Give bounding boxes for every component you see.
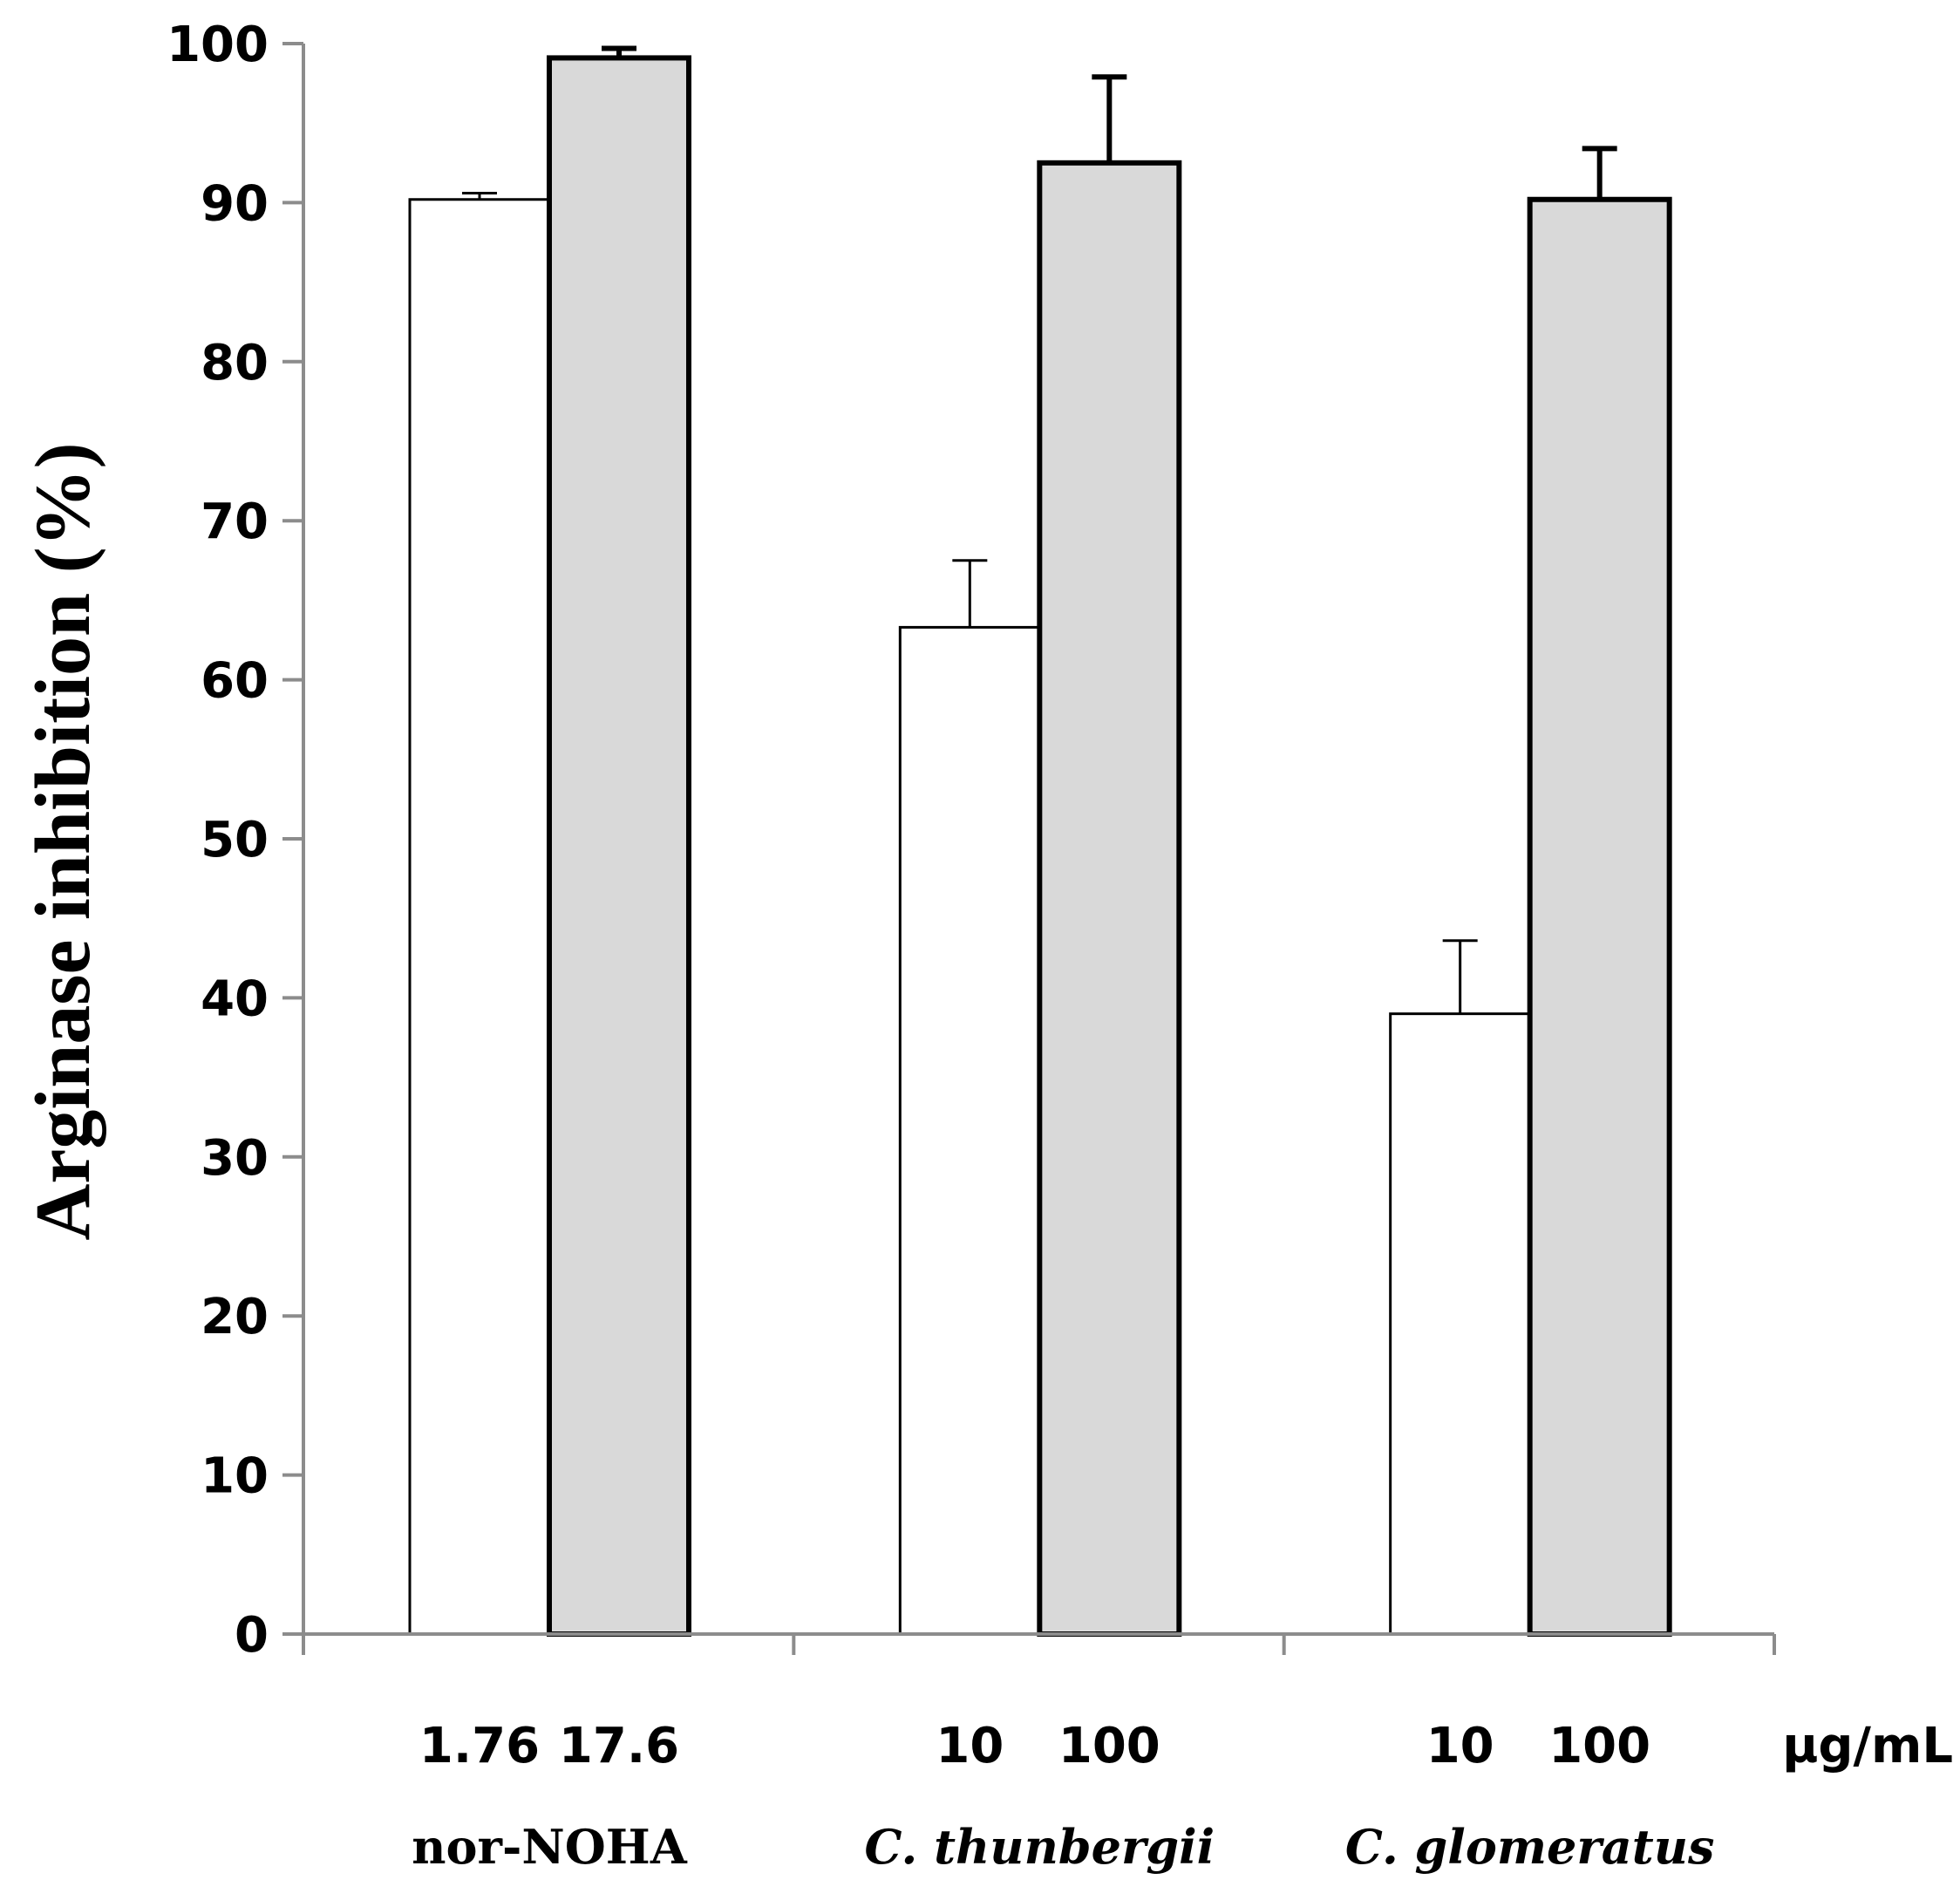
y-tick-label-40: 40	[201, 970, 269, 1027]
unit-label: µg/mL	[1782, 1718, 1953, 1774]
y-tick-label-60: 60	[201, 653, 269, 710]
y-tick-label-30: 30	[201, 1130, 269, 1187]
bar-1-1	[1037, 160, 1182, 1637]
y-tick-label-100: 100	[167, 17, 269, 73]
y-tick-label-70: 70	[201, 494, 269, 550]
dose-label-2-1: 100	[1548, 1718, 1650, 1774]
y-tick-label-10: 10	[201, 1448, 269, 1505]
dose-label-0-1: 17.6	[559, 1718, 679, 1774]
y-tick-label-0: 0	[235, 1607, 269, 1664]
bar-1-0	[898, 625, 1041, 1636]
bar-2-0	[1389, 1012, 1532, 1636]
y-axis-title: Arginase inhibition (%)	[20, 442, 106, 1240]
group-label-1: C. thunbergii	[864, 1819, 1215, 1875]
y-tick-label-50: 50	[201, 812, 269, 868]
y-tick-label-80: 80	[201, 335, 269, 392]
group-label-2: C. glomeratus	[1345, 1819, 1714, 1875]
dose-label-2-0: 10	[1426, 1718, 1494, 1774]
dose-label-1-1: 100	[1058, 1718, 1160, 1774]
bar-0-1	[547, 55, 691, 1637]
group-label-0: nor-NOHA	[412, 1819, 688, 1875]
dose-label-0-0: 1.76	[419, 1718, 540, 1774]
y-tick-label-20: 20	[201, 1289, 269, 1345]
dose-label-1-0: 10	[936, 1718, 1004, 1774]
y-tick-label-90: 90	[201, 175, 269, 232]
bar-0-0	[408, 198, 551, 1636]
bar-2-1	[1527, 196, 1672, 1638]
